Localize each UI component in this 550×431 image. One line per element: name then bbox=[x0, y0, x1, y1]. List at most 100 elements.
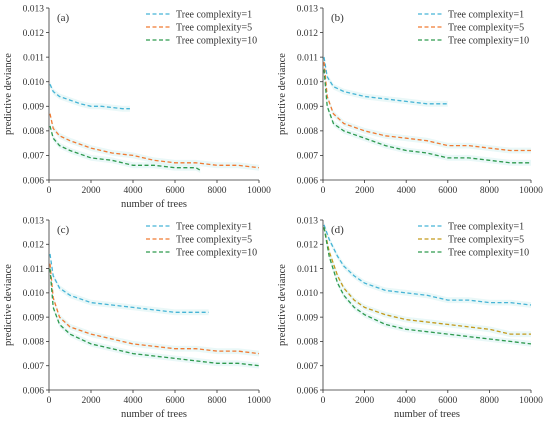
chart-panel-3: 0.006 0.007 0.008 0.009 0.010 0.011 0.012 0.013… bbox=[3, 216, 271, 420]
y-tick-label: 0.010 bbox=[23, 289, 45, 299]
x-tick-label: 8000 bbox=[480, 396, 499, 406]
series-line-complexity-1 bbox=[49, 83, 130, 110]
y-tick-label: 0.006 bbox=[23, 176, 45, 186]
y-tick-label: 0.011 bbox=[297, 265, 318, 275]
panel-label: (a) bbox=[57, 12, 70, 24]
x-tick-label: 4000 bbox=[124, 396, 143, 406]
x-tick-label: 10000 bbox=[519, 396, 543, 406]
chart-panel-1: 0.006 0.007 0.008 0.009 0.010 0.011 0.012 0.013… bbox=[3, 4, 271, 210]
y-tick-label: 0.011 bbox=[23, 265, 44, 275]
x-tick-label: 10000 bbox=[247, 396, 271, 406]
x-tick-label: 0 bbox=[321, 396, 326, 406]
uncertainty-band bbox=[50, 110, 259, 171]
x-tick-label: 0 bbox=[321, 186, 326, 196]
uncertainty-band bbox=[324, 66, 531, 166]
y-tick-label: 0.012 bbox=[297, 241, 319, 251]
y-tick-label: 0.007 bbox=[297, 152, 319, 162]
y-tick-label: 0.008 bbox=[23, 127, 45, 137]
uncertainty-band bbox=[50, 123, 201, 174]
y-axis-label: predictive deviance bbox=[277, 264, 288, 346]
panel-label: (b) bbox=[331, 12, 344, 24]
legend-entry: Tree complexity=1 bbox=[448, 222, 524, 233]
series-line-complexity-5 bbox=[49, 263, 260, 355]
x-axis-label: number of trees bbox=[121, 199, 187, 210]
y-tick-label: 0.008 bbox=[297, 127, 319, 137]
x-tick-label: 0 bbox=[47, 396, 52, 406]
y-tick-label: 0.013 bbox=[23, 216, 45, 226]
y-tick-label: 0.012 bbox=[297, 29, 319, 39]
y-axis-label: predictive deviance bbox=[277, 53, 288, 135]
legend-entry: Tree complexity=5 bbox=[176, 23, 252, 34]
y-tick-label: 0.007 bbox=[23, 152, 45, 162]
legend-entry: Tree complexity=5 bbox=[176, 235, 252, 246]
x-tick-label: 6000 bbox=[438, 396, 457, 406]
x-tick-label: 4000 bbox=[397, 396, 416, 406]
x-tick-label: 2000 bbox=[355, 396, 374, 406]
legend-entry: Tree complexity=10 bbox=[176, 36, 257, 47]
y-tick-label: 0.008 bbox=[297, 338, 319, 348]
uncertainty-band bbox=[324, 221, 531, 308]
y-tick-label: 0.012 bbox=[23, 29, 45, 39]
series-line-complexity-1 bbox=[323, 56, 448, 105]
y-tick-label: 0.007 bbox=[297, 362, 319, 372]
x-tick-label: 8000 bbox=[208, 186, 227, 196]
x-tick-label: 8000 bbox=[208, 396, 227, 406]
x-tick-label: 0 bbox=[47, 186, 52, 196]
legend-entry: Tree complexity=5 bbox=[448, 23, 524, 34]
series-line-complexity-1 bbox=[49, 253, 209, 313]
y-tick-label: 0.006 bbox=[297, 176, 319, 186]
y-tick-label: 0.011 bbox=[297, 53, 318, 63]
y-tick-label: 0.006 bbox=[23, 386, 45, 396]
y-tick-label: 0.013 bbox=[297, 216, 319, 226]
series-line-complexity-5 bbox=[49, 113, 260, 169]
x-tick-label: 2000 bbox=[82, 396, 101, 406]
x-tick-label: 10000 bbox=[519, 186, 543, 196]
panel-label: (d) bbox=[331, 224, 344, 236]
x-tick-label: 2000 bbox=[355, 186, 374, 196]
y-tick-label: 0.009 bbox=[297, 313, 319, 323]
series-line-complexity-10 bbox=[323, 227, 532, 345]
y-tick-label: 0.010 bbox=[23, 78, 45, 88]
uncertainty-band bbox=[50, 251, 209, 316]
y-tick-label: 0.009 bbox=[23, 313, 45, 323]
series-line-complexity-5 bbox=[323, 62, 531, 152]
legend-entry: Tree complexity=1 bbox=[176, 222, 252, 233]
y-tick-label: 0.010 bbox=[297, 289, 319, 299]
series-line-complexity-5 bbox=[323, 227, 531, 335]
x-tick-label: 4000 bbox=[124, 186, 143, 196]
uncertainty-band bbox=[50, 81, 130, 112]
series-line-complexity-1 bbox=[323, 224, 532, 306]
x-tick-label: 8000 bbox=[480, 186, 499, 196]
x-axis-label: number of trees bbox=[394, 409, 460, 420]
y-axis-label: predictive deviance bbox=[3, 53, 14, 135]
y-tick-label: 0.009 bbox=[23, 103, 45, 113]
legend-entry: Tree complexity=10 bbox=[176, 248, 257, 259]
series-line-complexity-10 bbox=[49, 268, 260, 367]
x-tick-label: 6000 bbox=[166, 396, 185, 406]
legend-entry: Tree complexity=1 bbox=[176, 10, 252, 21]
x-tick-label: 2000 bbox=[82, 186, 101, 196]
x-tick-label: 6000 bbox=[438, 186, 457, 196]
x-tick-label: 10000 bbox=[247, 186, 271, 196]
legend-entry: Tree complexity=10 bbox=[448, 36, 529, 47]
y-axis-label: predictive deviance bbox=[3, 264, 14, 346]
y-tick-label: 0.013 bbox=[297, 4, 319, 14]
legend-entry: Tree complexity=10 bbox=[448, 248, 529, 259]
x-axis-label: number of trees bbox=[121, 409, 187, 420]
legend-entry: Tree complexity=5 bbox=[448, 235, 524, 246]
y-tick-label: 0.012 bbox=[23, 241, 45, 251]
chart-panel-4: 0.006 0.007 0.008 0.009 0.010 0.011 0.012 0.013… bbox=[277, 216, 543, 420]
uncertainty-band bbox=[324, 224, 531, 338]
y-tick-label: 0.013 bbox=[23, 4, 45, 14]
y-tick-label: 0.009 bbox=[297, 103, 319, 113]
series-line-complexity-10 bbox=[323, 69, 531, 164]
y-tick-label: 0.006 bbox=[297, 386, 319, 396]
panel-label: (c) bbox=[57, 224, 70, 236]
y-tick-label: 0.011 bbox=[23, 53, 44, 63]
y-tick-label: 0.008 bbox=[23, 338, 45, 348]
chart-panel-2: 0.006 0.007 0.008 0.009 0.010 0.011 0.012 0.013… bbox=[277, 4, 543, 196]
y-tick-label: 0.010 bbox=[297, 78, 319, 88]
legend-entry: Tree complexity=1 bbox=[448, 10, 524, 21]
